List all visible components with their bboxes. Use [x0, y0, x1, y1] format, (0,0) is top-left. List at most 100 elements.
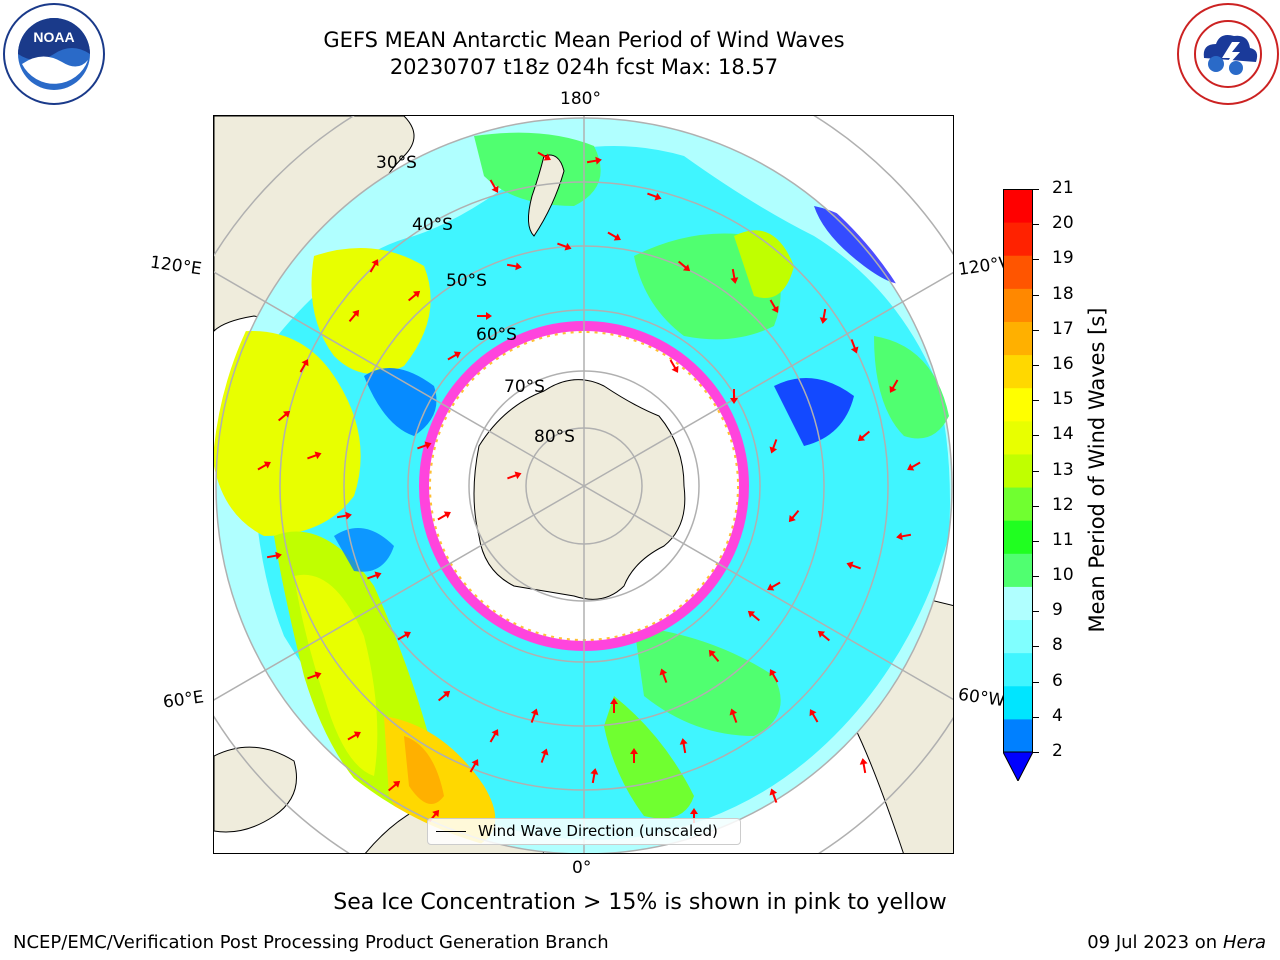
wave-direction-arrow	[347, 731, 361, 741]
wave-direction-arrow	[859, 758, 868, 774]
colorbar-bin	[1003, 553, 1033, 587]
colorbar-tick-label: 20	[1052, 213, 1074, 234]
wave-direction-arrow	[506, 262, 522, 271]
wave-direction-arrow	[540, 748, 549, 763]
wave-direction-arrow	[437, 690, 451, 702]
colorbar-tick-label: 21	[1052, 178, 1074, 198]
wave-direction-arrow	[489, 179, 499, 193]
colorbar-tick-mark	[1033, 189, 1039, 190]
wave-direction-arrow	[590, 768, 599, 784]
wave-direction-arrow	[817, 630, 831, 642]
colorbar-bin	[1003, 255, 1033, 289]
wave-direction-arrow	[647, 192, 662, 201]
wave-direction-arrow	[607, 231, 621, 241]
colorbar-tick-mark	[1033, 435, 1039, 437]
colorbar-extend-min	[1003, 751, 1033, 781]
lon-label-180: 180°	[560, 89, 601, 109]
colorbar-tick-label: 8	[1052, 635, 1063, 656]
wave-direction-arrow	[407, 290, 421, 302]
colorbar-tick-label: 14	[1052, 424, 1074, 445]
lat-label-30s: 30°S	[376, 153, 417, 173]
colorbar-tick-label: 15	[1052, 389, 1074, 410]
wave-direction-arrow	[489, 729, 499, 743]
wave-direction-arrow	[747, 610, 761, 622]
colorbar-bin	[1003, 685, 1033, 720]
wave-direction-arrow	[610, 698, 618, 713]
wave-direction-arrow	[846, 561, 861, 570]
nws-logo	[1177, 3, 1279, 105]
lon-label-60w: 60°W	[956, 684, 1007, 712]
colorbar-bin	[1003, 652, 1033, 687]
wave-direction-arrow	[708, 649, 720, 663]
colorbar-tick-label: 2	[1052, 741, 1063, 761]
sea-ice-note: Sea Ice Concentration > 15% is shown in …	[333, 890, 947, 915]
colorbar-bin	[1003, 619, 1033, 654]
africa-land	[214, 746, 297, 833]
wave-direction-arrow	[367, 571, 382, 580]
lat-label-50s: 50°S	[446, 271, 487, 291]
colorbar-tick-mark	[1033, 752, 1039, 753]
noaa-logo: NOAA	[3, 3, 105, 105]
graticule	[214, 116, 953, 853]
wave-direction-arrow	[769, 788, 778, 803]
lon-label-0: 0°	[572, 858, 592, 878]
wave-direction-arrow	[769, 439, 778, 454]
colorbar-tick-mark	[1033, 224, 1039, 226]
wave-direction-arrow	[586, 156, 602, 165]
colorbar-tick-mark	[1033, 329, 1039, 331]
colorbar-tick-label: 12	[1052, 494, 1074, 515]
colorbar-tick-mark	[1033, 576, 1039, 578]
chart-title: GEFS MEAN Antarctic Mean Period of Wind …	[323, 28, 845, 52]
wave-direction-arrow	[266, 551, 282, 560]
footer-date: 09 Jul 2023 on Hera	[1087, 932, 1266, 953]
wave-direction-arrow	[417, 441, 432, 450]
svg-text:NOAA: NOAA	[33, 29, 74, 45]
colorbar-tick-mark	[1033, 470, 1039, 472]
colorbar-tick-label: 19	[1052, 248, 1074, 269]
wave-direction-arrow	[769, 669, 779, 683]
wave-direction-arrow	[387, 780, 401, 792]
wave-direction-arrow	[557, 242, 572, 251]
wave-direction-arrow	[397, 631, 411, 641]
wave-direction-arrow	[537, 151, 551, 161]
wave-direction-arrow	[907, 461, 921, 471]
footer-credit: NCEP/EMC/Verification Post Processing Pr…	[13, 932, 609, 953]
wave-direction-arrow	[307, 671, 322, 680]
wave-direction-arrow	[677, 260, 691, 272]
footer-machine: Hera	[1222, 932, 1266, 953]
wave-direction-arrow	[809, 709, 819, 723]
lat-label-40s: 40°S	[412, 215, 453, 235]
colorbar-tick-label: 17	[1052, 318, 1074, 339]
lat-label-80s: 80°S	[534, 427, 575, 447]
wave-direction-arrow	[896, 532, 912, 541]
wave-direction-arrow	[299, 359, 309, 373]
colorbar-bin	[1003, 321, 1033, 356]
colorbar-bin	[1003, 520, 1033, 554]
colorbar-tick-mark	[1033, 540, 1039, 542]
wave-direction-arrow	[469, 759, 479, 773]
wave-direction-arrow	[307, 451, 322, 460]
colorbar-tick-label: 16	[1052, 353, 1074, 374]
colorbar-bin	[1003, 487, 1033, 521]
wave-direction-arrow	[277, 410, 291, 422]
colorbar-bin	[1003, 288, 1033, 322]
wave-direction-arrow	[767, 581, 781, 591]
colorbar-tick-label: 6	[1052, 670, 1063, 691]
colorbar-bin	[1003, 420, 1033, 455]
colorbar-tick-mark	[1033, 259, 1039, 261]
lat-label-60s: 60°S	[476, 325, 517, 345]
colorbar-bin	[1003, 222, 1033, 256]
legend-line-swatch	[436, 831, 466, 832]
colorbar-bin	[1003, 387, 1033, 422]
footer-date-text: 09 Jul 2023 on	[1087, 932, 1223, 953]
wave-direction-arrow	[669, 359, 679, 373]
wave-direction-arrow	[729, 708, 738, 723]
lon-label-60e: 60°E	[161, 687, 206, 713]
colorbar	[1003, 189, 1033, 781]
chart-subtitle: 20230707 t18z 024h fcst Max: 18.57	[389, 55, 779, 79]
map-panel: 30°S 40°S 50°S 60°S 70°S 80°S	[213, 115, 954, 854]
wave-direction-arrow	[850, 339, 859, 354]
colorbar-tick-mark	[1033, 364, 1039, 366]
colorbar-tick-mark	[1033, 646, 1039, 648]
colorbar-label: Mean Period of Wind Waves [s]	[1085, 307, 1109, 633]
